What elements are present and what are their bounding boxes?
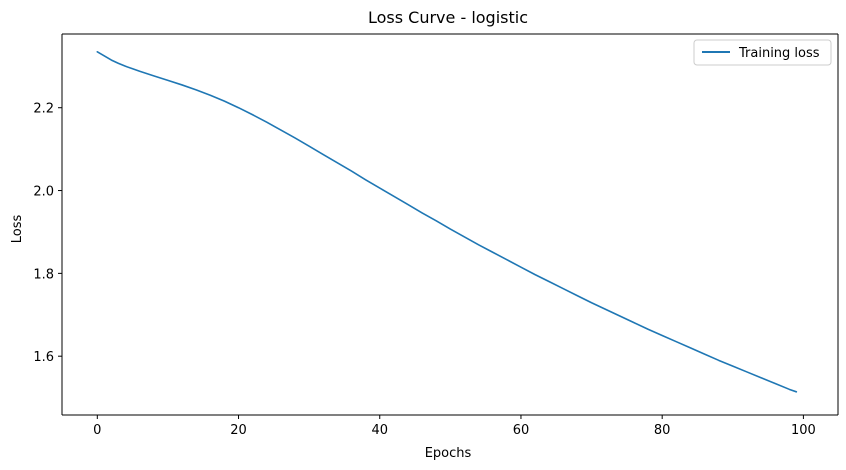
legend-label: Training loss [738, 46, 820, 61]
y-tick-label: 1.6 [33, 350, 54, 365]
legend: Training loss [693, 39, 832, 66]
x-tick-label: 80 [654, 423, 671, 438]
plot-area [62, 34, 838, 415]
x-tick-label: 100 [791, 423, 816, 438]
x-axis-title: Epochs [425, 446, 472, 461]
y-ticks: 1.6 1.8 2.0 2.2 [33, 102, 62, 365]
x-tick-label: 60 [513, 423, 530, 438]
y-axis-title: Loss [10, 215, 25, 244]
chart-title: Loss Curve - logistic [368, 8, 528, 27]
x-ticks: 0 20 40 60 80 100 [93, 415, 816, 438]
x-tick-label: 20 [230, 423, 247, 438]
y-tick-label: 2.2 [33, 102, 54, 117]
legend-box [693, 39, 832, 66]
y-tick-label: 1.8 [33, 267, 54, 282]
series-layer [96, 51, 798, 393]
series-line-training-loss [96, 51, 798, 393]
x-tick-label: 40 [371, 423, 388, 438]
axes [61, 33, 839, 416]
x-tick-label: 0 [93, 423, 101, 438]
y-tick-label: 2.0 [33, 185, 54, 200]
